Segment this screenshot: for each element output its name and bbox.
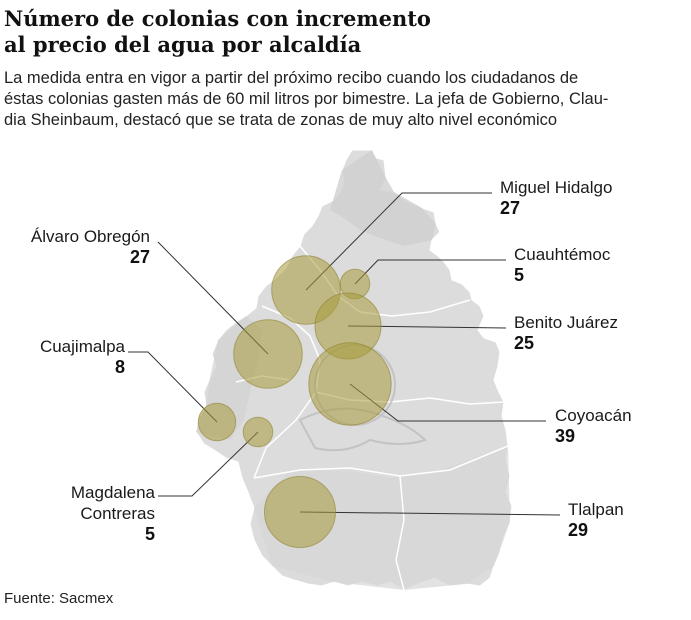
leader-magdalena bbox=[158, 431, 259, 497]
bubble-coyoacan bbox=[308, 342, 392, 426]
chart-subtitle: La medida entra en vigor a partir del pr… bbox=[4, 68, 688, 131]
label-name-cuauhtemoc: Cuauhtémoc bbox=[514, 245, 611, 264]
label-name-benito-juarez: Benito Juárez bbox=[514, 313, 618, 332]
label-name-cuajimalpa: Cuajimalpa bbox=[40, 337, 126, 356]
borough-border-4 bbox=[253, 445, 509, 479]
bubble-cuajimalpa bbox=[197, 402, 237, 442]
leader-miguel-hidalgo bbox=[305, 192, 492, 291]
leader-lines bbox=[128, 192, 561, 516]
label-name-magdalena: Magdalena bbox=[71, 483, 156, 502]
label-name2-magdalena: Contreras bbox=[80, 504, 155, 523]
label-value-magdalena: 5 bbox=[145, 524, 155, 544]
leader-cuajimalpa bbox=[128, 351, 218, 423]
title-line-1: Número de colonias con incremento bbox=[4, 6, 431, 31]
map-north-shade bbox=[330, 150, 436, 246]
label-name-miguel-hidalgo: Miguel Hidalgo bbox=[500, 178, 612, 197]
label-value-tlalpan: 29 bbox=[568, 520, 588, 540]
borough-border-5 bbox=[395, 475, 405, 591]
bubble-magdalena bbox=[242, 416, 274, 448]
label-value-alvaro-obregon: 27 bbox=[130, 247, 150, 267]
label-name-alvaro-obregon: Álvaro Obregón bbox=[31, 227, 150, 246]
label-value-miguel-hidalgo: 27 bbox=[500, 198, 520, 218]
label-name-coyoacan: Coyoacán bbox=[555, 406, 632, 425]
label-value-cuauhtemoc: 5 bbox=[514, 265, 524, 285]
label-name-tlalpan: Tlalpan bbox=[568, 500, 624, 519]
label-value-benito-juarez: 25 bbox=[514, 333, 534, 353]
bubble-alvaro-obregon bbox=[233, 319, 303, 389]
chart-title: Número de colonias con incremento al pre… bbox=[4, 6, 684, 58]
leader-tlalpan bbox=[299, 511, 561, 516]
source-note: Fuente: Sacmex bbox=[4, 590, 114, 607]
label-value-cuajimalpa: 8 bbox=[115, 357, 125, 377]
subtitle-line-2: éstas colonias gasten más de 60 mil litr… bbox=[4, 90, 609, 108]
title-line-2: al precio del agua por alcaldía bbox=[4, 32, 362, 57]
bubble-tlalpan bbox=[264, 476, 336, 548]
subtitle-line-3: dia Sheinbaum, destacó que se trata de z… bbox=[4, 111, 558, 129]
label-value-coyoacan: 39 bbox=[555, 426, 575, 446]
subtitle-line-1: La medida entra en vigor a partir del pr… bbox=[4, 69, 579, 87]
bubbles bbox=[197, 255, 392, 548]
